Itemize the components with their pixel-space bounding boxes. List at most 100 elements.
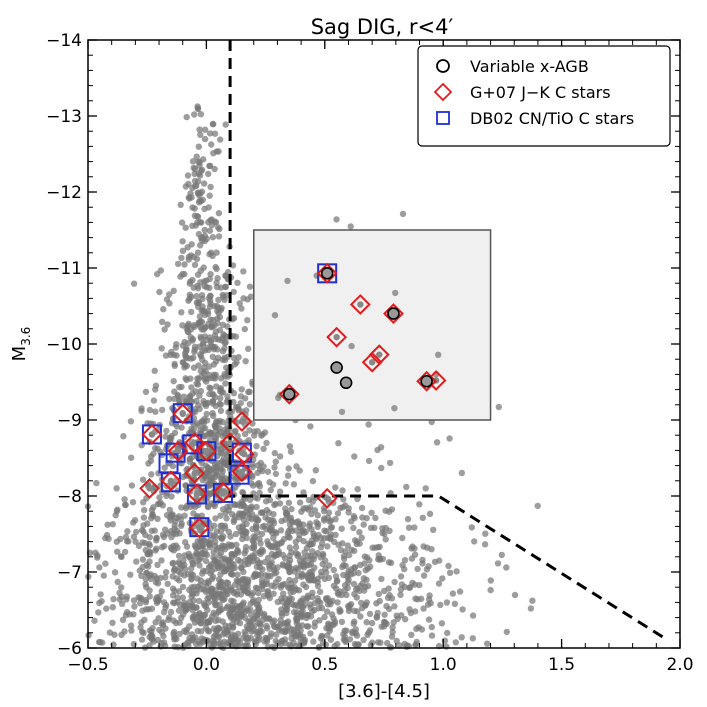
- background-star-point: [194, 249, 202, 256]
- background-star-point: [307, 560, 315, 567]
- x-tick-label: −0.5: [67, 655, 108, 675]
- background-star-point: [159, 621, 167, 629]
- background-star-point: [403, 483, 410, 491]
- background-star-point: [250, 544, 258, 551]
- marker-g07: [141, 424, 163, 445]
- background-star-point: [222, 121, 229, 128]
- background-star-point: [468, 524, 475, 531]
- marker-g07: [383, 303, 404, 325]
- background-star-point: [307, 504, 314, 511]
- background-star-point: [193, 549, 200, 557]
- background-star-point: [272, 551, 279, 558]
- background-star-point: [282, 603, 289, 610]
- background-star-point: [261, 558, 269, 566]
- background-star-point: [219, 439, 226, 446]
- background-star-point: [527, 605, 535, 612]
- background-star-point: [215, 233, 223, 240]
- background-star-point: [195, 638, 202, 645]
- background-star-point: [149, 633, 156, 641]
- background-star-point: [231, 361, 238, 368]
- highlighted-star-point: [196, 523, 203, 531]
- background-star-point: [206, 130, 214, 137]
- background-star-point: [270, 481, 277, 488]
- background-star-point: [234, 279, 241, 286]
- background-star-point: [154, 636, 161, 644]
- background-star-point: [393, 637, 400, 645]
- background-star-point: [142, 581, 149, 588]
- background-star-point: [186, 553, 193, 560]
- background-star-point: [197, 242, 204, 249]
- highlighted-star-point: [357, 301, 364, 308]
- background-star-point: [260, 445, 267, 452]
- background-star-point: [189, 603, 196, 610]
- background-star-point: [308, 510, 315, 518]
- background-star-point: [307, 630, 314, 637]
- background-star-point: [194, 271, 202, 278]
- background-star-point: [178, 383, 185, 391]
- background-star-point: [425, 563, 432, 570]
- highlighted-star-point: [191, 470, 198, 477]
- marker-g07: [231, 461, 253, 483]
- highlighted-star-point: [179, 409, 186, 417]
- background-star-point: [154, 561, 161, 569]
- background-star-point: [287, 514, 295, 521]
- background-star-point: [151, 367, 158, 374]
- background-star-point: [245, 345, 252, 352]
- background-star-point: [152, 445, 159, 452]
- background-star-point: [354, 608, 361, 615]
- background-star-point: [178, 309, 185, 316]
- background-star-point: [311, 619, 319, 626]
- background-star-point: [173, 575, 180, 582]
- background-star-point: [397, 591, 404, 598]
- background-star-point: [372, 514, 379, 522]
- background-star-point: [422, 485, 429, 492]
- background-star-point: [294, 552, 301, 560]
- background-star-point: [142, 599, 150, 606]
- background-star-point: [351, 453, 358, 460]
- background-star-point: [193, 299, 200, 306]
- background-star-point: [293, 586, 300, 593]
- background-star-point: [336, 588, 344, 595]
- background-star-point: [191, 348, 198, 355]
- background-star-point: [141, 540, 149, 547]
- background-star-point: [270, 590, 277, 597]
- background-star-point: [362, 567, 369, 574]
- background-star-point: [191, 619, 199, 626]
- background-star-point: [258, 546, 266, 553]
- background-star-point: [227, 584, 234, 591]
- background-star-point: [363, 515, 370, 522]
- background-star-point: [215, 608, 222, 616]
- background-star-point: [399, 210, 407, 218]
- background-star-point: [178, 219, 186, 226]
- background-star-point: [217, 591, 224, 598]
- background-star-point: [135, 542, 143, 550]
- background-star-point: [282, 480, 289, 487]
- background-star-point: [182, 539, 189, 546]
- background-star-point: [277, 617, 284, 624]
- background-star-point: [186, 458, 193, 465]
- background-star-point: [254, 615, 261, 622]
- background-star-point: [350, 580, 358, 588]
- background-star-point: [217, 395, 224, 402]
- background-star-point: [254, 632, 261, 639]
- background-star-point: [195, 178, 202, 185]
- background-star-point: [249, 589, 256, 597]
- background-star-point: [220, 626, 228, 633]
- background-star-point: [217, 512, 224, 519]
- background-star-point: [171, 587, 178, 595]
- background-star-point: [264, 468, 272, 475]
- background-star-point: [244, 317, 251, 324]
- marker-g07: [233, 443, 255, 465]
- marker-g07: [160, 470, 182, 492]
- background-star-point: [205, 563, 213, 571]
- background-star-point: [327, 636, 335, 643]
- background-star-point: [236, 300, 243, 307]
- background-star-point: [272, 579, 280, 586]
- background-star-point: [285, 499, 293, 506]
- background-star-point: [438, 620, 446, 627]
- background-star-point: [414, 565, 421, 573]
- background-star-point: [372, 544, 379, 551]
- background-star-point: [121, 501, 129, 508]
- background-star-point: [162, 352, 170, 359]
- background-star-point: [201, 126, 209, 133]
